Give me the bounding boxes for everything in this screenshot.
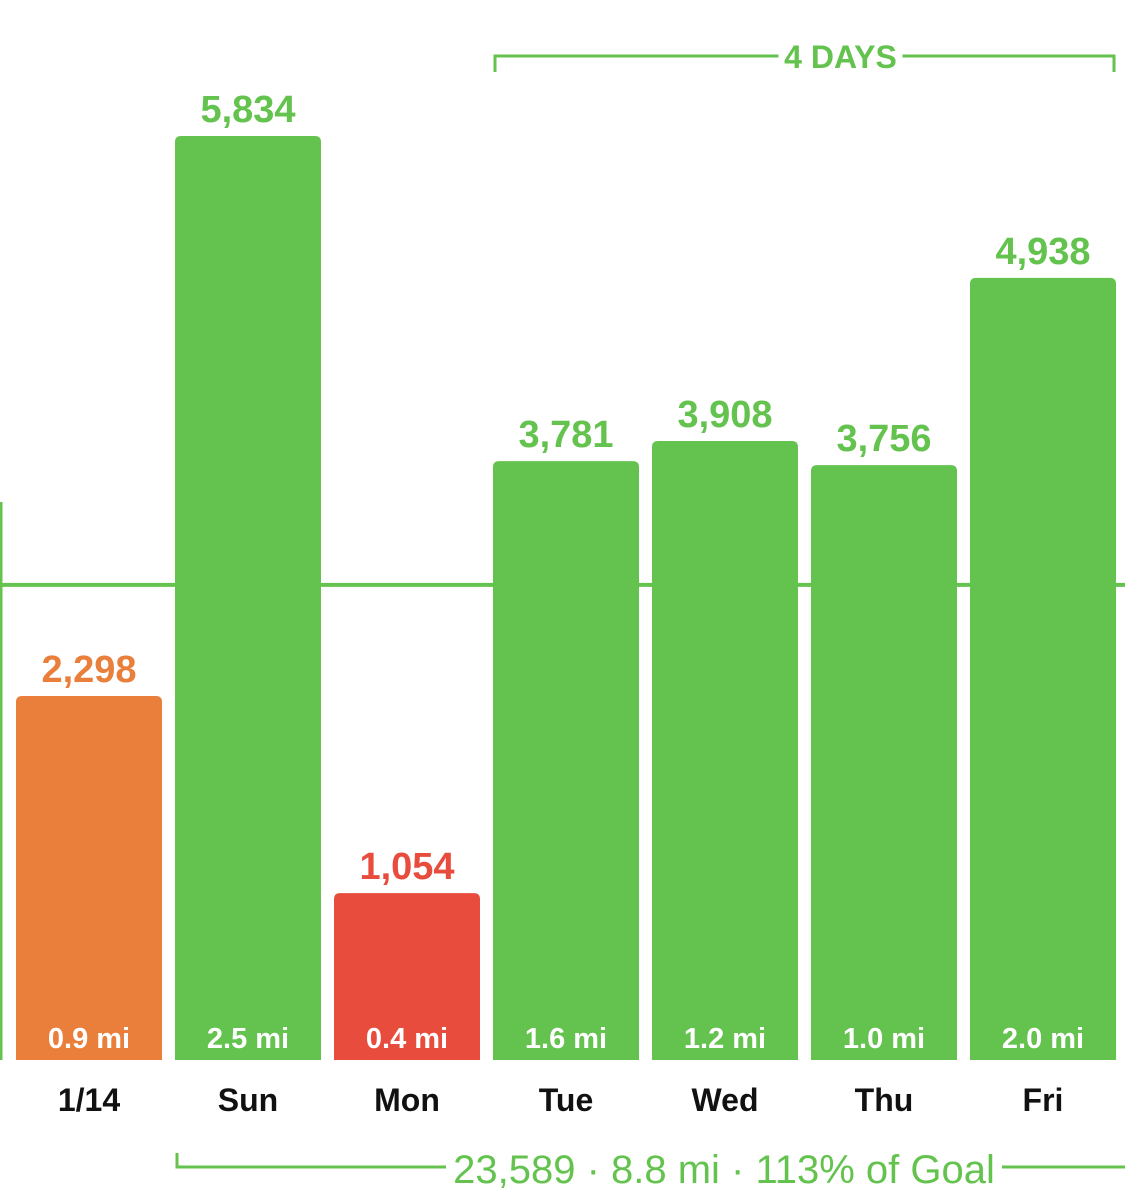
category-label: Sun: [218, 1082, 278, 1118]
value-label: 4,938: [995, 231, 1090, 273]
distance-label: 1.0 mi: [843, 1023, 925, 1055]
category-label: Thu: [855, 1082, 914, 1118]
bar-1-14: [16, 696, 162, 1060]
distance-label: 1.2 mi: [684, 1023, 766, 1055]
value-label: 3,756: [836, 418, 931, 460]
bar-wed: [652, 441, 798, 1060]
value-label: 3,781: [518, 414, 613, 456]
summary-bracket: 23,589 · 8.8 mi · 113% of Goal: [175, 1148, 1125, 1192]
distance-label: 2.5 mi: [207, 1023, 289, 1055]
category-label: Fri: [1023, 1082, 1064, 1118]
category-label: Wed: [692, 1082, 759, 1118]
bar-sun: [175, 136, 321, 1060]
bar-mon: [334, 893, 480, 1060]
labels-layer: 2,298 0.9 mi 1/14 5,834 2.5 mi Sun 1,054 0.4 mi…: [41, 89, 1090, 1118]
value-label: 3,908: [677, 394, 772, 436]
bar-fri: [970, 277, 1116, 1061]
value-label: 1,054: [359, 846, 454, 888]
streak-bracket-left: [493, 54, 779, 72]
category-label: Tue: [539, 1082, 594, 1118]
value-label: 5,834: [200, 89, 295, 131]
bar-thu: [811, 465, 957, 1061]
distance-label: 1.6 mi: [525, 1023, 607, 1055]
bars-layer: [16, 136, 1116, 1061]
value-label: 2,298: [41, 649, 136, 691]
bar-tue: [493, 461, 639, 1060]
streak-bracket-right: [902, 54, 1116, 72]
streak-label: 4 DAYS: [784, 39, 897, 75]
distance-label: 0.9 mi: [48, 1023, 130, 1055]
distance-label: 2.0 mi: [1002, 1023, 1084, 1055]
summary-bracket-left: [175, 1153, 446, 1169]
summary-label: 23,589 · 8.8 mi · 113% of Goal: [453, 1148, 995, 1192]
category-label: 1/14: [58, 1082, 120, 1118]
distance-label: 0.4 mi: [366, 1023, 448, 1055]
streak-bracket: 4 DAYS: [493, 39, 1116, 75]
category-label: Mon: [374, 1082, 440, 1118]
